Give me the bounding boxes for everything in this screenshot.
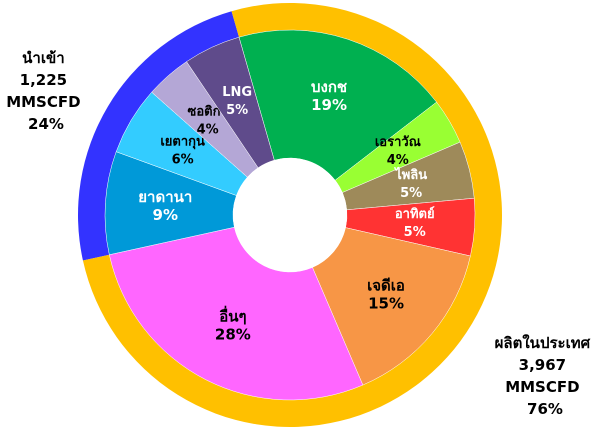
segment-value-label: 9% (153, 206, 178, 224)
segment-value-label: 19% (311, 96, 347, 114)
outer-label: ผลิตในประเทศ 3,967 MMSCFD 76% (495, 334, 596, 418)
unit-label: MMSCFD (6, 93, 80, 111)
donut-hole (233, 158, 347, 272)
segment-label: เอราวัณ (375, 135, 421, 150)
segment-label: ยาดานา (138, 188, 192, 206)
segment-value-label: 5% (226, 103, 248, 118)
segment-value-label: 5% (400, 186, 422, 201)
category-label: นำเข้า (22, 49, 64, 67)
volume-label: 1,225 (20, 71, 67, 89)
segment-label: บงกช (311, 78, 347, 96)
percent-label: 76% (527, 400, 563, 418)
segment-label: ไพลิน (393, 166, 427, 183)
segment-label: เจดีเอ (367, 277, 405, 295)
volume-label: 3,967 (519, 356, 566, 374)
segment-value-label: 5% (404, 225, 426, 240)
category-label: ผลิตในประเทศ (495, 334, 591, 352)
segment-value-label: 28% (215, 326, 251, 344)
segment-value-label: 6% (172, 152, 194, 167)
segment-label: อาทิตย์ (395, 206, 435, 222)
unit-label: MMSCFD (505, 378, 579, 396)
segment-value-label: 4% (387, 153, 409, 168)
percent-label: 24% (28, 115, 64, 133)
segment-value-label: 4% (197, 122, 219, 137)
segment-label: LNG (222, 85, 252, 100)
segment-value-label: 15% (368, 295, 404, 313)
donut-segment (78, 11, 240, 261)
outer-label: นำเข้า 1,225 MMSCFD 24% (6, 49, 86, 133)
segment-label: อื่นๆ (219, 306, 246, 326)
segment-label: เยตากุน (160, 134, 205, 149)
